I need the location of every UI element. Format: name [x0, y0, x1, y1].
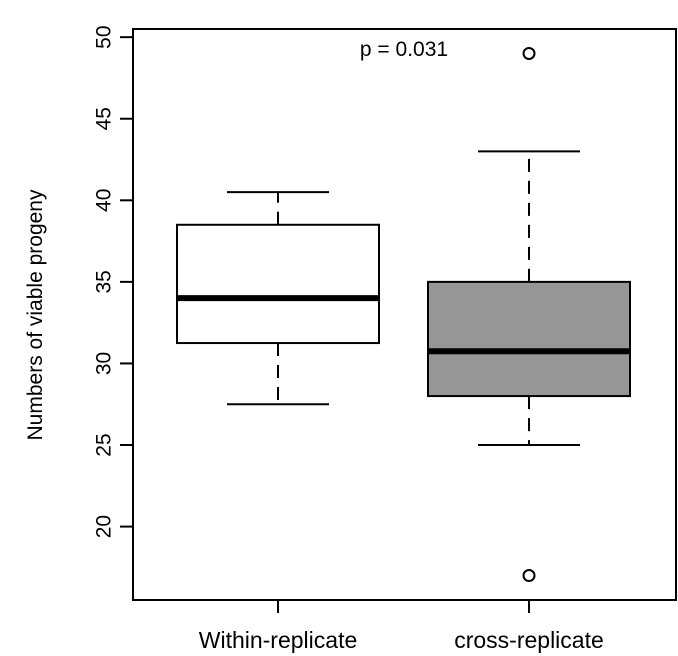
y-tick-label: 50	[93, 25, 116, 48]
x-tick-label: cross-replicate	[454, 627, 604, 653]
box-group-1	[176, 191, 380, 406]
p-value-annotation: p = 0.031	[360, 38, 448, 61]
y-tick-label: 30	[93, 352, 116, 375]
outlier-point	[522, 46, 536, 60]
box-group-2	[427, 46, 631, 583]
x-tick-label: Within-replicate	[199, 627, 358, 653]
outlier-point	[522, 569, 536, 583]
y-tick-label: 20	[93, 515, 116, 538]
y-axis-title: Numbers of viable progeny	[24, 189, 47, 440]
y-tick-label: 35	[93, 270, 116, 293]
y-tick-label: 45	[93, 107, 116, 130]
y-tick-label: 25	[93, 433, 116, 456]
plot-frame	[132, 28, 677, 601]
x-axis-ticks: Within-replicate cross-replicate	[199, 600, 604, 653]
y-axis-ticks: 20 25 30 35 40 45 50	[93, 25, 133, 538]
iqr-box	[176, 223, 380, 345]
iqr-box	[427, 280, 631, 398]
y-tick-label: 40	[93, 189, 116, 212]
boxes-group	[176, 46, 631, 583]
